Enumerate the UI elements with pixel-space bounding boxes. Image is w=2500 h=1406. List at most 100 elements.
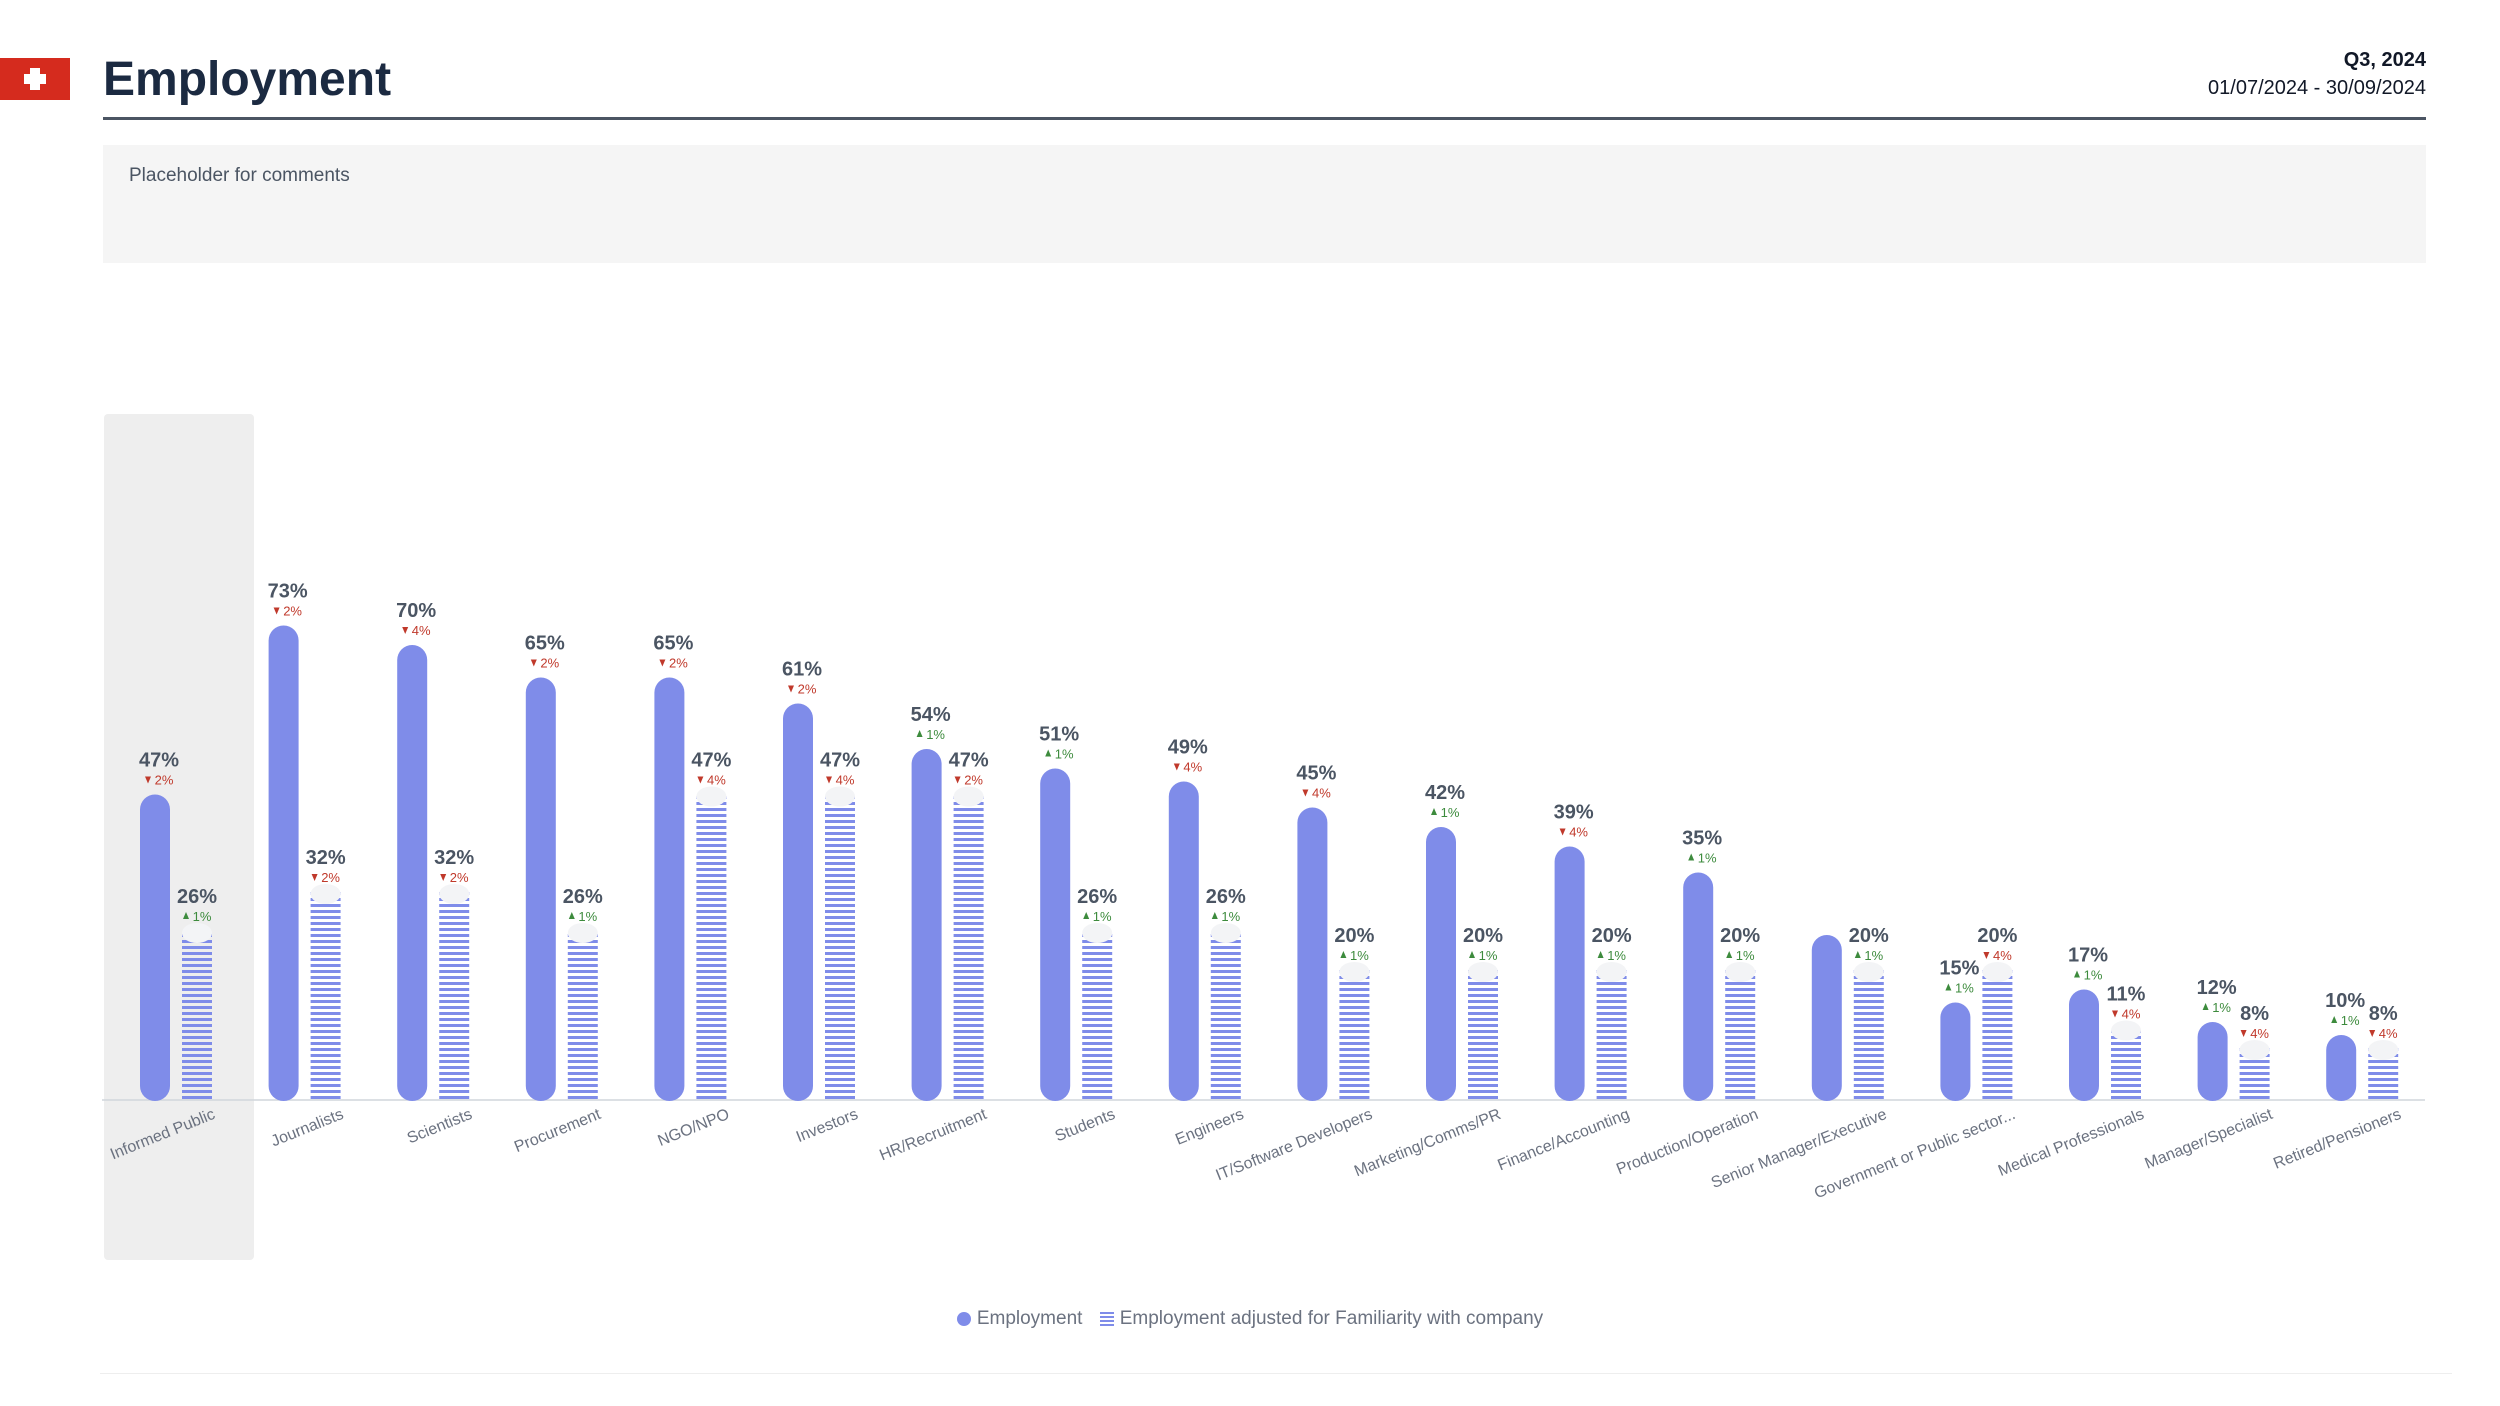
change-employment-label: 2% [540, 656, 559, 671]
value-label-employment: 54% [911, 704, 951, 726]
bar-adjusted-cap [2239, 1040, 2270, 1060]
change-employment-label: 1% [2341, 1013, 2360, 1028]
change-employment: 1% [1688, 851, 1717, 866]
arrow-up-icon [916, 730, 923, 737]
x-tick-label: Government or Public sector... [1812, 1106, 2018, 1202]
bar-adjusted [953, 794, 984, 1100]
change-adjusted: 1% [1854, 948, 1884, 963]
arrow-down-icon [826, 776, 832, 784]
bar-employment [654, 677, 685, 1101]
bar-adjusted [1210, 931, 1241, 1100]
bar-adjusted-cap [2111, 1020, 2141, 1041]
arrow-up-icon [2331, 1016, 2338, 1023]
arrow-down-icon [402, 627, 409, 634]
change-employment-label: 1% [926, 727, 945, 742]
change-employment-label: 1% [2212, 1000, 2231, 1015]
employment-bar-chart: 47%2%26%1%Informed Public73%2%32%2%Journ… [102, 414, 2425, 1260]
bar-adjusted [1596, 970, 1627, 1100]
bar-employment [2326, 1035, 2357, 1101]
bar-employment [1297, 807, 1328, 1101]
change-employment-label: 2% [155, 773, 174, 788]
change-employment-label: 1% [1055, 747, 1074, 762]
value-label-employment: 35% [1682, 828, 1722, 850]
change-adjusted: 4% [826, 773, 855, 788]
value-label-employment: 51% [1039, 724, 1079, 746]
value-label-employment: 39% [1554, 802, 1594, 824]
value-label-adjusted: 20% [1463, 925, 1503, 947]
bar-adjusted-cap [1082, 923, 1113, 943]
arrow-up-icon [2202, 1003, 2209, 1010]
change-employment: 4% [1173, 760, 1203, 775]
arrow-down-icon [954, 776, 961, 784]
value-label-employment: 42% [1425, 782, 1465, 804]
change-adjusted-label: 1% [1479, 948, 1498, 963]
arrow-down-icon [311, 874, 318, 881]
change-employment: 2% [788, 682, 817, 697]
quarter-label: Q3, 2024 [2343, 49, 2426, 71]
x-tick-label: Finance/Accounting [1495, 1106, 1632, 1174]
arrow-down-icon [2369, 1030, 2376, 1037]
change-adjusted-label: 1% [1093, 909, 1112, 924]
change-adjusted: 4% [1983, 948, 2012, 963]
change-adjusted: 1% [1340, 948, 1369, 963]
comments-box[interactable]: Placeholder for comments [103, 145, 2426, 263]
change-adjusted-label: 4% [2250, 1026, 2269, 1041]
change-adjusted-label: 4% [2122, 1007, 2141, 1022]
change-employment: 1% [1045, 747, 1074, 762]
bar-adjusted-cap [825, 786, 855, 807]
bar-adjusted [439, 892, 470, 1100]
x-tick-label: Scientists [405, 1106, 475, 1147]
bar-adjusted [1082, 931, 1113, 1100]
change-adjusted-label: 2% [964, 773, 983, 788]
change-employment: 1% [2202, 1000, 2231, 1015]
arrow-up-icon [1945, 983, 1952, 991]
change-employment-label: 4% [1183, 760, 1202, 775]
change-employment: 2% [530, 656, 560, 671]
x-tick-label: Engineers [1173, 1106, 1246, 1149]
arrow-down-icon [788, 685, 794, 693]
bar-adjusted [696, 794, 727, 1100]
value-label-employment: 73% [268, 581, 308, 603]
value-label-adjusted: 20% [1977, 925, 2017, 947]
change-adjusted: 1% [1726, 948, 1755, 963]
bar-adjusted-cap [953, 786, 984, 807]
x-tick-label: Students [1053, 1106, 1118, 1145]
change-employment: 1% [1945, 981, 1974, 996]
change-employment: 2% [145, 773, 174, 788]
bar-adjusted [1982, 970, 2013, 1100]
value-label-employment: 70% [396, 600, 436, 622]
value-label-adjusted: 47% [691, 750, 731, 772]
value-label-employment: 45% [1296, 763, 1336, 785]
value-label-adjusted: 8% [2369, 1003, 2398, 1025]
arrow-up-icon [1083, 912, 1090, 919]
arrow-down-icon [273, 607, 280, 615]
x-tick-label: Manager/Specialist [2143, 1106, 2276, 1173]
bar-adjusted [567, 931, 598, 1100]
change-adjusted: 1% [183, 909, 212, 924]
bar-employment [268, 625, 299, 1101]
value-label-employment: 10% [2325, 990, 2365, 1012]
bar-employment [1426, 827, 1456, 1101]
change-adjusted: 1% [568, 909, 598, 924]
change-employment: 1% [2074, 968, 2103, 983]
change-employment: 4% [1559, 825, 1588, 840]
change-adjusted-label: 4% [2379, 1026, 2398, 1041]
bar-employment [2197, 1022, 2228, 1101]
x-tick-label: Retired/Pensioners [2271, 1106, 2404, 1173]
arrow-down-icon [1302, 789, 1309, 797]
change-adjusted-label: 1% [193, 909, 212, 924]
change-adjusted-label: 4% [836, 773, 855, 788]
bar-employment [1683, 872, 1714, 1101]
bar-adjusted-cap [310, 884, 341, 904]
change-employment-label: 4% [412, 623, 431, 638]
page-title: Employment [103, 53, 392, 106]
change-employment: 2% [659, 656, 688, 671]
arrow-down-icon [1983, 952, 1990, 959]
value-label-adjusted: 26% [1077, 886, 1117, 908]
value-label-adjusted: 20% [1592, 925, 1632, 947]
x-tick-label: Marketing/Comms/PR [1352, 1106, 1503, 1180]
value-label-adjusted: 47% [820, 750, 860, 772]
bar-adjusted-cap [1339, 962, 1370, 982]
legend-dot-icon [956, 1312, 971, 1326]
change-adjusted: 2% [440, 870, 469, 885]
